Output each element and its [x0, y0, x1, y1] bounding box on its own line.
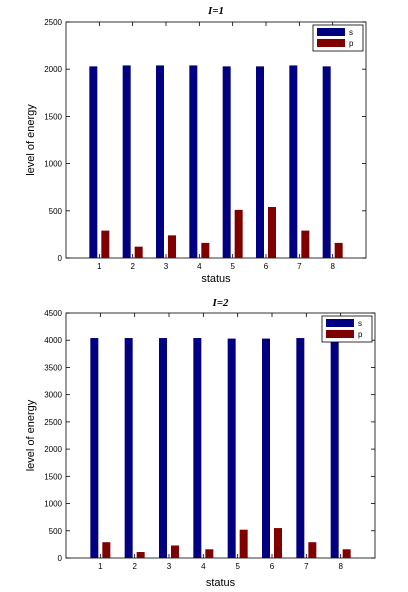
bar-p-2 — [134, 246, 143, 258]
bar-p-2 — [136, 552, 145, 558]
x-tick-label: 3 — [164, 262, 169, 271]
y-tick-label: 500 — [49, 527, 63, 536]
y-tick-label: 1500 — [44, 112, 62, 121]
bar-s-3 — [156, 65, 164, 258]
x-tick-label: 8 — [338, 562, 343, 571]
x-tick-label: 5 — [230, 262, 235, 271]
x-tick-label: 6 — [270, 562, 275, 571]
bar-s-4 — [193, 338, 202, 558]
bar-s-4 — [189, 65, 198, 258]
x-tick-label: 2 — [132, 562, 137, 571]
plot-area — [65, 312, 376, 559]
bar-p-6 — [268, 207, 276, 258]
legend-swatch-s — [326, 319, 354, 327]
y-tick-label: 1500 — [44, 472, 62, 481]
bar-s-2 — [124, 338, 133, 558]
plot-area — [65, 21, 367, 259]
bar-p-6 — [274, 528, 282, 558]
bar-s-8 — [330, 338, 339, 558]
bar-p-7 — [301, 230, 310, 258]
bar-p-7 — [308, 542, 317, 558]
bar-s-6 — [256, 66, 264, 258]
y-tick-label: 0 — [58, 254, 63, 263]
y-tick-label: 0 — [58, 554, 63, 563]
y-tick-label: 2500 — [44, 418, 62, 427]
y-tick-label: 4500 — [44, 309, 62, 318]
bar-s-5 — [227, 338, 236, 558]
y-tick-label: 2500 — [44, 18, 62, 27]
bar-p-1 — [101, 230, 110, 258]
legend-swatch-s — [317, 28, 345, 36]
chart-title: I=2 — [211, 297, 229, 309]
y-tick-label: 500 — [49, 207, 63, 216]
chart-title: I=1 — [207, 5, 224, 17]
y-axis-label: level of energy — [25, 399, 37, 471]
bar-p-4 — [205, 549, 214, 558]
bar-p-4 — [201, 242, 210, 258]
x-tick-label: 1 — [97, 262, 102, 271]
x-tick-label: 8 — [330, 262, 335, 271]
bar-p-1 — [102, 542, 111, 558]
bar-p-5 — [234, 209, 243, 258]
bar-s-5 — [222, 66, 231, 258]
x-tick-label: 1 — [98, 562, 103, 571]
x-axis-label: status — [201, 273, 231, 285]
x-tick-label: 4 — [201, 562, 206, 571]
legend-label-p: p — [349, 39, 354, 48]
bar-p-5 — [239, 529, 248, 558]
y-tick-label: 1000 — [44, 500, 62, 509]
y-tick-label: 2000 — [44, 445, 62, 454]
bar-s-7 — [289, 65, 298, 258]
bar-s-6 — [262, 338, 270, 558]
bar-s-1 — [90, 338, 99, 558]
y-tick-label: 3500 — [44, 363, 62, 372]
x-tick-label: 6 — [264, 262, 269, 271]
x-axis-label: status — [206, 577, 236, 589]
y-tick-label: 4000 — [44, 336, 62, 345]
bar-s-7 — [296, 338, 305, 558]
legend-label-s: s — [349, 28, 353, 37]
chart-i2: I=2 0 500 1000 1500 2000 2500 3000 3500 4000 4500 1… — [25, 297, 376, 589]
bar-p-3 — [171, 545, 179, 558]
bar-s-8 — [322, 66, 331, 258]
legend-label-s: s — [358, 319, 362, 328]
legend-swatch-p — [326, 330, 354, 338]
x-tick-label: 7 — [304, 562, 309, 571]
x-tick-label: 2 — [130, 262, 135, 271]
chart-i1: I=1 0 500 1000 1500 2000 2500 1 2 3 4 5 6 7 8 status lev… — [25, 5, 367, 285]
x-tick-label: 4 — [197, 262, 202, 271]
legend-label-p: p — [358, 330, 363, 339]
y-tick-label: 2000 — [44, 65, 62, 74]
bar-p-8 — [334, 242, 343, 258]
y-axis-label: level of energy — [25, 104, 37, 176]
bar-p-3 — [168, 235, 176, 258]
legend-swatch-p — [317, 39, 345, 47]
bar-p-8 — [342, 549, 351, 558]
y-tick-label: 1000 — [44, 160, 62, 169]
bar-s-3 — [159, 338, 167, 558]
y-tick-label: 3000 — [44, 391, 62, 400]
x-tick-label: 3 — [167, 562, 172, 571]
x-tick-label: 7 — [297, 262, 302, 271]
bar-s-2 — [122, 65, 131, 258]
x-tick-label: 5 — [235, 562, 240, 571]
bar-s-1 — [89, 66, 98, 258]
